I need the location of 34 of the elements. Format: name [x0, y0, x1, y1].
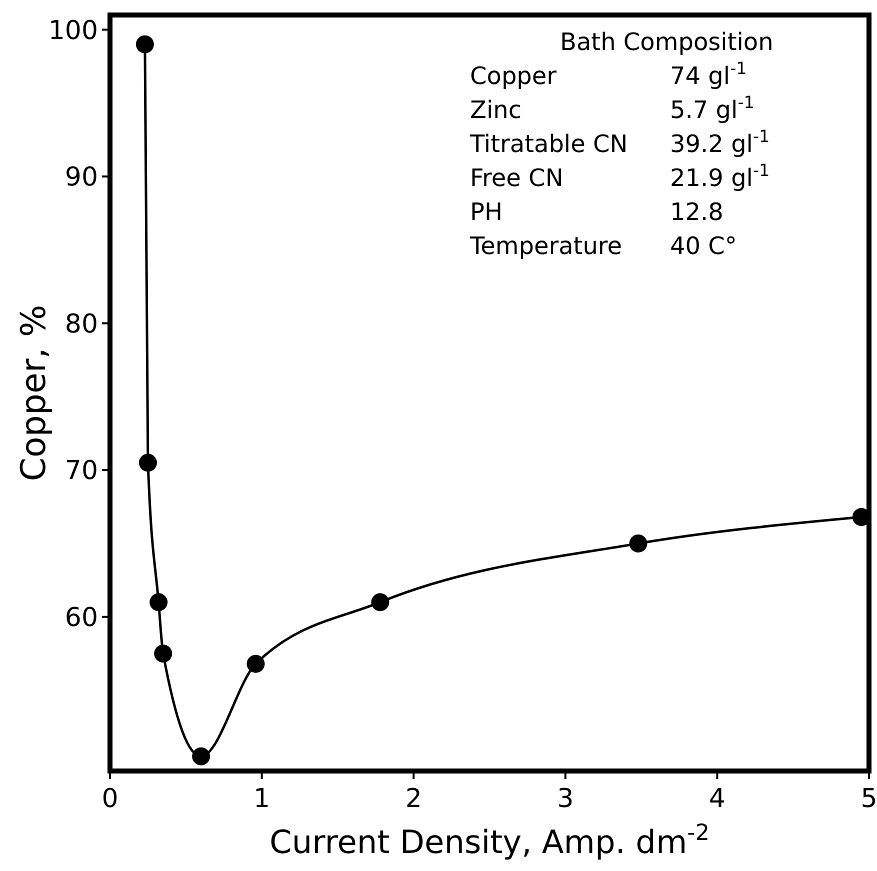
annotation: 21.9 gl$^{-1}$ [670, 160, 770, 192]
y-tick-label: 100 [48, 16, 98, 46]
annotation: Free CN [470, 164, 564, 192]
annotation: Titratable CN [469, 130, 628, 158]
annotation: 5.7 gl$^{-1}$ [670, 92, 754, 124]
x-tick-label: 4 [708, 784, 726, 814]
annotation: PH [470, 198, 503, 226]
y-axis-title: Copper, % [14, 304, 54, 482]
annotation: 39.2 gl$^{-1}$ [670, 126, 770, 158]
x-tick-label: 0 [102, 784, 118, 814]
y-tick-label: 80 [64, 309, 98, 340]
point [629, 534, 648, 552]
annotation: 12.8 [670, 198, 724, 226]
point [150, 593, 168, 612]
x-tick-label: 1 [254, 784, 270, 814]
x-tick-label: 5 [860, 784, 877, 814]
x-tick-label: 2 [405, 784, 422, 814]
point [192, 747, 210, 766]
annotation: 40 C° [670, 232, 737, 260]
point [246, 654, 265, 673]
annotation: Temperature [469, 232, 622, 260]
annotation: 74 gl$^{-1}$ [670, 58, 747, 90]
x-axis-title: Current Density, Amp. dm$^{-2}$ [270, 820, 710, 861]
annotation: Zinc [470, 96, 522, 124]
point [154, 644, 172, 663]
y-tick-label: 90 [64, 162, 98, 193]
y-tick-label: 60 [64, 602, 98, 633]
annotation: Copper [470, 62, 557, 90]
annotation: Bath Composition [560, 28, 774, 56]
y-tick-label: 70 [64, 456, 98, 486]
point [371, 593, 390, 612]
point [136, 35, 154, 54]
x-tick-label: 3 [557, 784, 574, 814]
point [138, 454, 157, 472]
